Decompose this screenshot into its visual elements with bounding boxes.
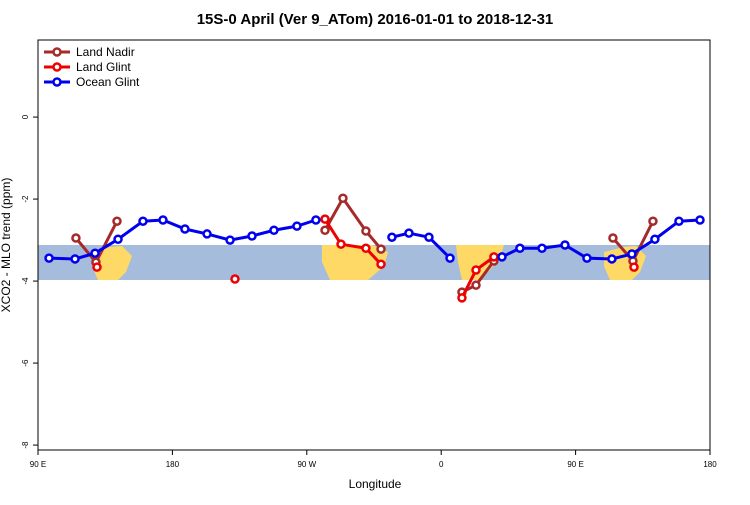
point [674, 216, 684, 226]
point [582, 253, 592, 263]
x-tick-label: 180 [166, 460, 180, 469]
x-tick-label: 90 W [297, 460, 316, 469]
chart-title: 15S-0 April (Ver 9_ATom) 2016-01-01 to 2… [197, 11, 554, 28]
y-tick-label: -6 [21, 359, 30, 367]
y-tick-label: 0 [21, 114, 30, 119]
point [247, 231, 257, 241]
point [180, 224, 190, 234]
point [70, 254, 80, 264]
legend-marker [52, 47, 62, 57]
point [71, 233, 81, 243]
legend-label: Ocean Glint [76, 75, 140, 89]
point [158, 215, 168, 225]
point [497, 252, 507, 262]
y-axis-label: XCO2 - MLO trend (ppm) [0, 178, 13, 313]
point [202, 229, 212, 239]
point [361, 243, 371, 254]
x-tick-label: 0 [439, 460, 444, 469]
x-tick-label: 180 [703, 460, 717, 469]
y-tick-label: -8 [21, 441, 30, 449]
point [445, 253, 455, 263]
y-tick-label: -2 [21, 195, 30, 203]
point [608, 233, 618, 243]
plot-frame [37, 39, 711, 451]
point [457, 293, 467, 303]
point [404, 228, 414, 238]
point [90, 248, 100, 258]
legend-marker [52, 62, 62, 72]
point [230, 274, 240, 284]
legend-marker [52, 77, 62, 87]
x-tick-label: 90 E [30, 460, 46, 469]
point [376, 244, 386, 254]
point [424, 232, 434, 242]
point [695, 215, 705, 225]
point [44, 253, 54, 263]
point [376, 259, 386, 270]
point [627, 249, 637, 259]
point [138, 216, 148, 226]
legend-label: Land Nadir [76, 45, 135, 59]
point [489, 252, 499, 262]
point [311, 215, 321, 225]
point [648, 216, 658, 226]
point [515, 243, 525, 254]
point [92, 262, 102, 272]
legend-label: Land Glint [76, 60, 131, 74]
point [113, 234, 123, 245]
point [292, 221, 302, 231]
point [471, 265, 481, 275]
point [320, 225, 330, 235]
point [537, 243, 547, 254]
point [560, 240, 570, 250]
point [629, 262, 639, 272]
point [471, 280, 481, 290]
point [112, 216, 122, 226]
x-axis-label: Longitude [349, 477, 402, 491]
point [338, 193, 348, 204]
x-tick-label: 90 E [567, 460, 583, 469]
point [361, 226, 371, 236]
point [387, 232, 397, 242]
point [607, 254, 617, 264]
point [269, 225, 279, 235]
y-tick-label: -4 [21, 277, 30, 285]
point [650, 234, 660, 245]
point [336, 239, 346, 249]
point [320, 214, 330, 224]
point [225, 235, 235, 245]
